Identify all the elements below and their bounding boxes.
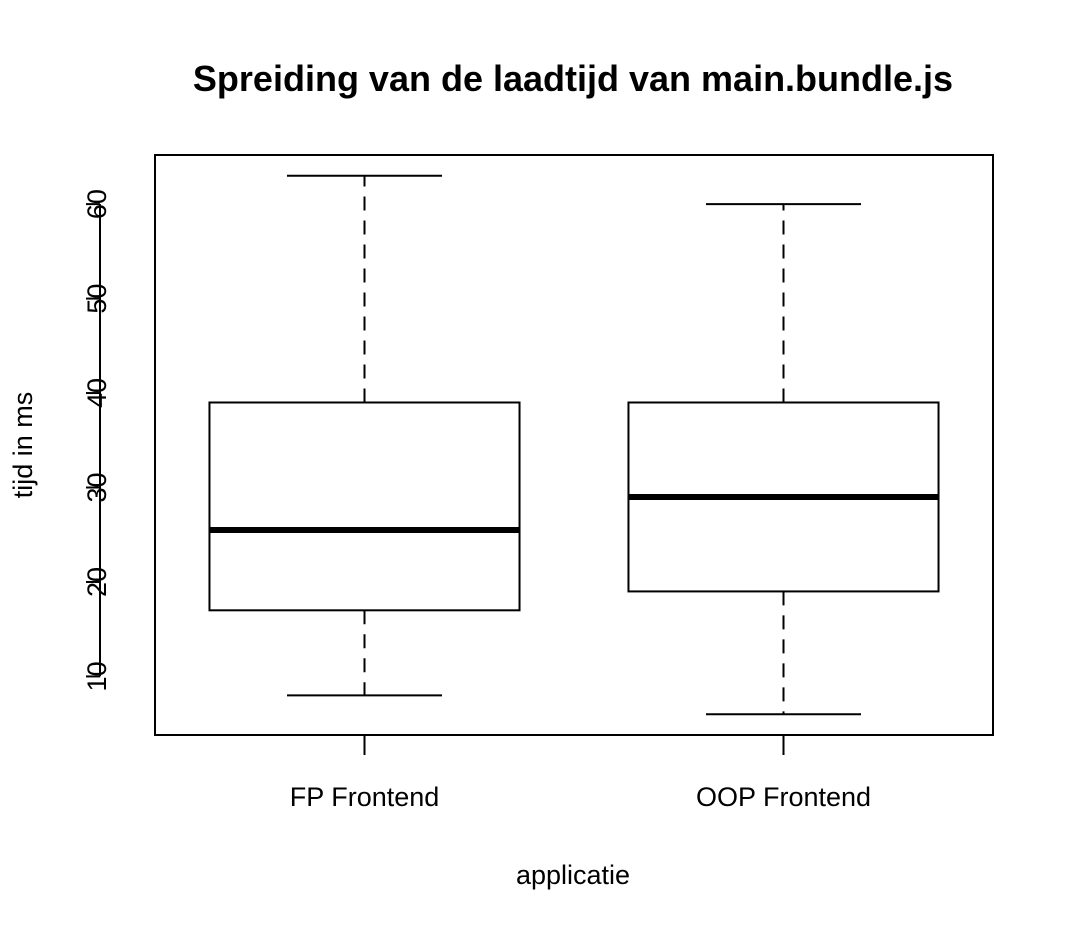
chart-title: Spreiding van de laadtijd van main.bundl… <box>193 58 953 99</box>
interquartile-box <box>208 401 521 612</box>
y-tick-label: 50 <box>82 284 112 314</box>
y-axis-label: tijd in ms <box>8 392 38 499</box>
box-oop-frontend <box>627 203 940 716</box>
x-axis: FP Frontend OOP Frontend <box>290 734 871 812</box>
x-tick-label: OOP Frontend <box>696 782 871 812</box>
x-axis-label: applicatie <box>516 860 630 890</box>
y-tick-label: 60 <box>82 189 112 219</box>
y-tick-label: 40 <box>82 378 112 408</box>
y-tick-label: 20 <box>82 567 112 597</box>
y-tick-label: 10 <box>82 661 112 691</box>
box-fp-frontend <box>208 174 521 697</box>
y-axis: 10 20 30 40 50 60 <box>82 189 112 691</box>
x-tick-label: FP Frontend <box>290 782 440 812</box>
box-series <box>208 174 940 716</box>
y-tick-label: 30 <box>82 472 112 502</box>
